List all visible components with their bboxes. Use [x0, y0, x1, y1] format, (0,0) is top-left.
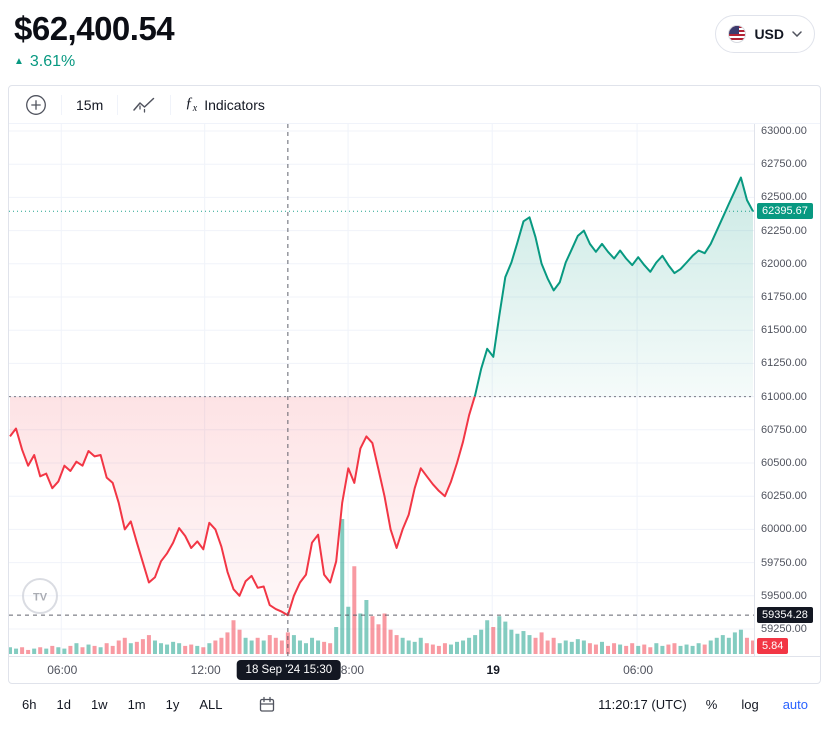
range-button-1y[interactable]: 1y [160, 693, 186, 716]
currency-selector[interactable]: USD [715, 15, 815, 53]
time-axis[interactable]: 18 Sep '24 15:30 06:00 12:00 18:00 19 06:00 [9, 656, 820, 683]
price-change-value: 3.61% [29, 53, 76, 70]
tradingview-logo[interactable]: TV [21, 577, 59, 620]
crosshair-time-badge: 18 Sep '24 15:30 [236, 660, 342, 680]
clock-utc: 11:20:17 (UTC) [598, 697, 687, 712]
toolbar-divider [170, 94, 172, 115]
price-chart[interactable]: TV [9, 124, 755, 656]
price-axis-label: 60000.00 [761, 523, 807, 536]
price-axis-label: 62000.00 [761, 257, 807, 270]
price-axis-label: 60750.00 [761, 423, 807, 436]
price-axis-label: 59250.00 [761, 623, 807, 635]
auto-scale-button[interactable]: auto [778, 693, 813, 716]
chart-toolbar: 15m ƒx Indicators [9, 86, 820, 124]
price-axis-label: 62750.00 [761, 158, 807, 171]
range-button-1w[interactable]: 1w [85, 693, 114, 716]
svg-text:TV: TV [33, 592, 48, 604]
price-axis[interactable]: 62395.67 59354.28 5.84 63000.00 62750.00 6… [754, 124, 820, 656]
price-axis-label: 59500.00 [761, 589, 807, 602]
price-chart-canvas[interactable] [9, 124, 755, 656]
price-axis-label: 62250.00 [761, 224, 807, 237]
price-block: $62,400.54 ▲ 3.61% [14, 10, 175, 71]
us-flag-icon [728, 25, 747, 43]
plus-circle-icon [26, 94, 46, 115]
time-axis-label: 06:00 [623, 663, 654, 677]
price-axis-label: 61000.00 [761, 390, 807, 403]
time-axis-label: 06:00 [47, 663, 78, 677]
timeframe-label: 15m [76, 96, 104, 113]
time-axis-label: 18:00 [334, 663, 365, 677]
price-axis-label: 59750.00 [761, 556, 807, 569]
chevron-down-icon [792, 31, 802, 37]
price-axis-label: 61500.00 [761, 324, 807, 337]
toolbar-divider [61, 94, 62, 115]
time-axis-label: 12:00 [190, 663, 221, 677]
log-scale-button[interactable]: log [736, 693, 763, 716]
range-button-1d[interactable]: 1d [50, 693, 76, 716]
current-price: $62,400.54 [14, 10, 175, 47]
price-axis-label: 60250.00 [761, 490, 807, 503]
chart-body: TV 62395.67 59354.28 5.84 63000.00 62750.… [9, 124, 820, 656]
currency-code: USD [754, 26, 784, 42]
chart-style-button[interactable] [124, 91, 164, 119]
last-price-badge: 62395.67 [757, 203, 813, 220]
price-axis-label: 63000.00 [761, 125, 807, 137]
calendar-icon [259, 696, 274, 712]
price-change: ▲ 3.61% [14, 53, 174, 71]
go-to-date-button[interactable] [253, 694, 281, 716]
price-axis-label: 62500.00 [761, 191, 807, 204]
volume-badge: 5.84 [757, 638, 789, 654]
price-axis-label: 60500.00 [761, 457, 807, 469]
crosshair-price-badge: 59354.28 [757, 607, 813, 624]
header: $62,400.54 ▲ 3.61% USD [8, 0, 821, 85]
bottom-bar: 6h 1d 1w 1m 1y ALL 11:20:17 (UTC) % log auto [8, 684, 821, 716]
range-button-all[interactable]: ALL [193, 693, 228, 716]
fx-icon: ƒx [185, 95, 198, 114]
add-symbol-button[interactable] [17, 90, 55, 120]
range-button-1m[interactable]: 1m [122, 693, 152, 716]
price-axis-label: 61750.00 [761, 291, 807, 303]
timeframe-button[interactable]: 15m [68, 93, 111, 117]
range-button-6h[interactable]: 6h [16, 693, 42, 716]
chart-panel: 15m ƒx Indicators TV [8, 85, 821, 684]
toolbar-divider [117, 94, 119, 115]
up-arrow-icon: ▲ [14, 56, 24, 67]
price-axis-label: 61250.00 [761, 357, 807, 370]
range-selector: 6h 1d 1w 1m 1y ALL [16, 693, 229, 716]
line-chart-style-icon [133, 97, 155, 113]
indicators-button[interactable]: ƒx Indicators [177, 91, 273, 118]
time-axis-label: 19 [486, 663, 500, 677]
indicators-label: Indicators [204, 96, 265, 113]
percent-scale-button[interactable]: % [701, 693, 723, 716]
